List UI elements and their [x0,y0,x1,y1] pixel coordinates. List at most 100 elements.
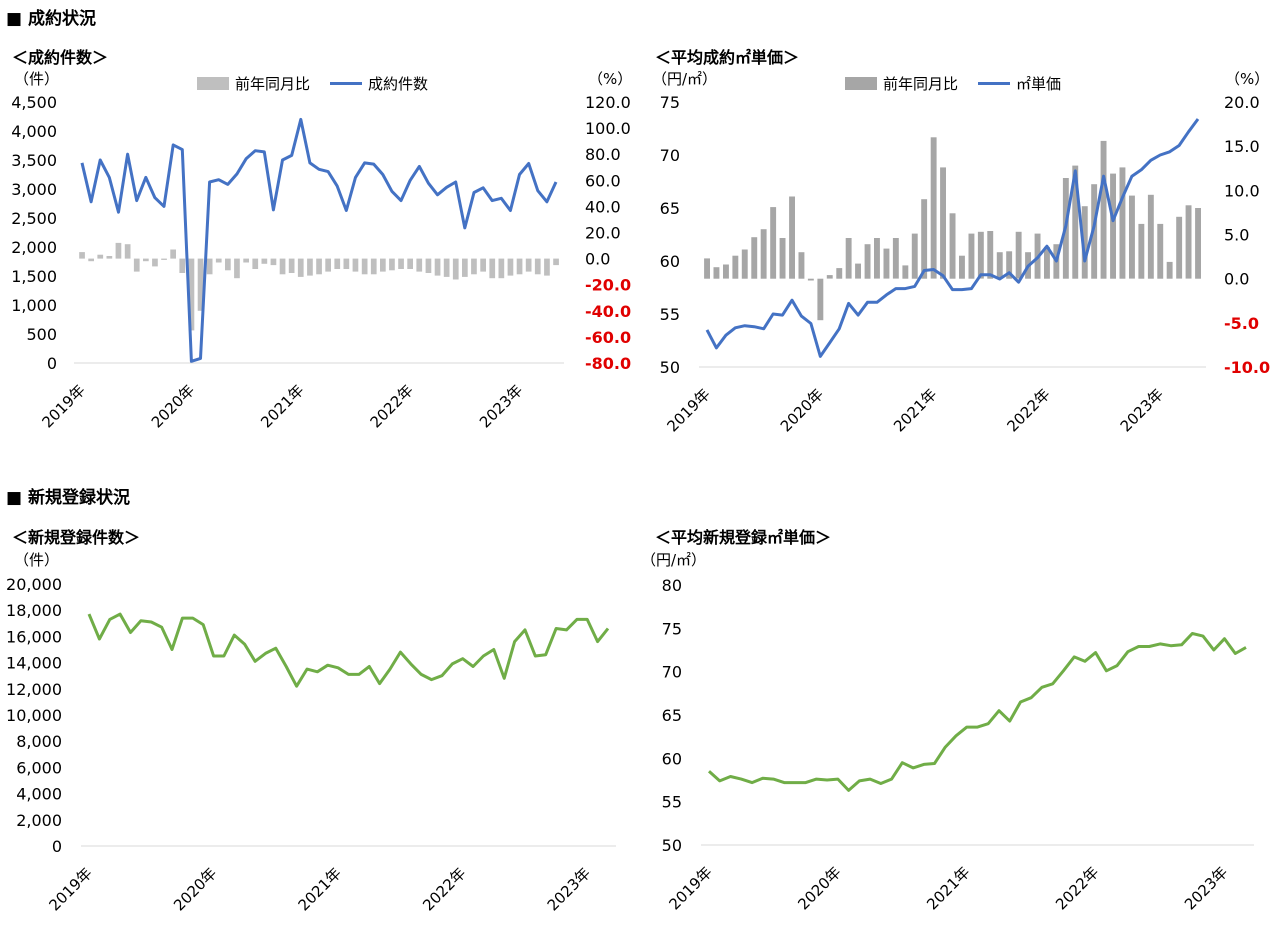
bar [1157,223,1164,279]
y-tick-label: 50 [662,836,682,855]
x-tick-label: 2020年 [794,863,844,913]
x-tick-label: 2019年 [665,863,715,913]
bar [855,263,861,279]
y-tick-label: 8,000 [16,732,62,751]
bar [489,258,496,279]
bar [471,258,477,275]
x-tick-label: 2019年 [663,385,713,435]
bar [279,258,286,275]
bar [197,258,204,311]
y2-tick-label: 20.0 [1224,93,1260,112]
legend-line-swatch [330,82,363,85]
bar [416,258,423,272]
bar [1110,173,1116,279]
bar [170,249,176,259]
x-tick-label: 2019年 [38,381,88,431]
bar [288,258,295,273]
y-tick-label: 14,000 [6,654,62,673]
bar [234,258,240,279]
bar [1044,246,1050,279]
bar [380,258,386,272]
legend-bar-label: 前年同月比 [235,75,311,93]
y-tick-label: 6,000 [16,758,62,777]
bar [760,229,767,279]
y-tick-label: 500 [26,325,57,344]
y2-tick-label: -10.0 [1224,358,1270,377]
y2-tick-label: 120.0 [585,93,631,112]
bar [798,252,805,279]
y2-tick-label: -40.0 [585,302,631,321]
y2-tick-label: 100.0 [585,119,631,138]
x-tick-label: 2023年 [544,864,594,914]
bar [911,233,918,279]
x-tick-label: 2022年 [367,381,417,431]
bar [1138,223,1145,279]
bar [88,258,94,262]
bar [807,278,814,281]
bar [97,254,104,259]
bar [949,213,956,279]
y2-tick-label: 20.0 [585,224,621,243]
bar [434,258,441,276]
bar [452,258,459,280]
y-tick-label: 4,000 [16,785,62,804]
series-line-contract-count [80,117,558,363]
y2-tick-label: 0.0 [1224,270,1249,289]
bar [789,196,795,279]
y-tick-label: 70 [660,146,680,165]
y-tick-label: 50 [660,358,680,377]
bar [826,275,833,279]
bar [836,268,843,279]
y-tick-label: 65 [662,706,682,725]
x-tick-label: 2023年 [1117,385,1167,435]
bar [996,252,1003,279]
y-tick-label: 2,000 [11,238,57,257]
bar [407,258,413,269]
y-tick-label: 4,000 [11,122,57,141]
bar [243,258,249,263]
chart-title-contract-unit-price: ＜平均成約㎡単価＞ [655,48,800,67]
y-tick-label: 3,000 [11,180,57,199]
bar [398,258,404,269]
x-tick-label: 2022年 [1052,863,1102,913]
bar [143,258,149,262]
bar [507,258,514,276]
y-tick-label: 80 [662,576,682,595]
bar [106,256,113,259]
x-tick-label: 2020年 [170,864,220,914]
bar [874,238,880,279]
section-title-listings: ■ 新規登録状況 [6,488,130,508]
y2-tick-label: -5.0 [1224,314,1259,333]
y-tick-label: 12,000 [6,680,62,699]
chart-title-contract-count: ＜成約件数＞ [12,48,109,67]
chart-title-new-listing-unit-price: ＜平均新規登録㎡単価＞ [655,528,832,547]
bar [864,244,871,279]
bar [1081,206,1088,279]
bar [1185,205,1192,279]
series-line-unit-price [705,118,1200,358]
legend-bar-label: 前年同月比 [883,75,959,93]
y2-tick-label: 80.0 [585,145,621,164]
bar [297,258,304,277]
bar [741,249,748,279]
x-tick-label: 2019年 [45,864,95,914]
x-tick-label: 2021年 [295,864,345,914]
bar [152,258,158,267]
y2-tick-label: -20.0 [585,276,631,295]
bar [817,278,824,321]
y2-tick-label: 60.0 [585,171,621,190]
bar [959,255,965,279]
bar [1176,216,1183,279]
bar [770,207,777,279]
bar [921,199,928,279]
bar [133,258,140,272]
bar [1129,195,1135,279]
bar [713,267,720,279]
y-tick-label: 65 [660,199,680,218]
bar [498,258,505,279]
y-tick-label: 55 [660,305,680,324]
y-tick-label: 0 [47,354,57,373]
y-tick-label: 75 [662,619,682,638]
bar [215,258,222,263]
y-tick-label: 3,500 [11,151,57,170]
